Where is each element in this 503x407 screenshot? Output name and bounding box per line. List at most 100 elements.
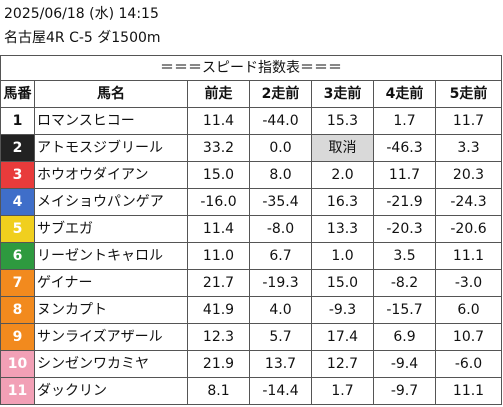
horse-name: ロマンスヒコー: [34, 107, 188, 135]
speed-index-cell: 取消: [311, 134, 374, 162]
speed-index-cell: 16.3: [311, 188, 374, 216]
speed-index-cell: 11.7: [435, 107, 502, 135]
horse-number-badge: 5: [0, 215, 35, 243]
speed-index-cell: 11.1: [435, 377, 502, 405]
speed-index-cell: 41.9: [187, 296, 250, 324]
speed-index-cell: -14.4: [249, 377, 312, 405]
horse-name: サブエガ: [34, 215, 188, 243]
speed-index-cell: 3.5: [373, 242, 436, 270]
horse-number-badge: 2: [0, 134, 35, 162]
speed-index-cell: -35.4: [249, 188, 312, 216]
horse-number-badge: 1: [0, 107, 35, 135]
horse-name: ダックリン: [34, 377, 188, 405]
speed-index-cell: 5.7: [249, 323, 312, 351]
speed-index-cell: 8.1: [187, 377, 250, 405]
horse-name: メイショウパンゲア: [34, 188, 188, 216]
speed-index-cell: 2.0: [311, 161, 374, 189]
speed-index-table: ＝＝＝スピード指数表＝＝＝ 馬番 馬名 前走 2走前 3走前 4走前 5走前 1…: [0, 55, 502, 405]
speed-index-cell: -8.0: [249, 215, 312, 243]
table-row: 11 ダックリン 8.1 -14.4 1.7 -9.7 11.1: [0, 377, 502, 405]
horse-name: アトモスジブリール: [34, 134, 188, 162]
speed-index-cell: -15.7: [373, 296, 436, 324]
table-row: 1 ロマンスヒコー 11.4 -44.0 15.3 1.7 11.7: [0, 107, 502, 135]
table-title: ＝＝＝スピード指数表＝＝＝: [0, 55, 502, 81]
table-row: 10 シンゼンワカミヤ 21.9 13.7 12.7 -9.4 -6.0: [0, 350, 502, 378]
speed-index-cell: 13.7: [249, 350, 312, 378]
horse-number-badge: 3: [0, 161, 35, 189]
horse-number-badge: 10: [0, 350, 35, 378]
speed-index-cell: 15.0: [311, 269, 374, 297]
speed-index-cell: 6.7: [249, 242, 312, 270]
speed-index-cell: -20.6: [435, 215, 502, 243]
speed-index-cell: 1.7: [311, 377, 374, 405]
column-header: 5走前: [435, 80, 502, 108]
speed-index-cell: -9.4: [373, 350, 436, 378]
horse-name: リーゼントキャロル: [34, 242, 188, 270]
speed-index-cell: -24.3: [435, 188, 502, 216]
speed-index-cell: 33.2: [187, 134, 250, 162]
speed-index-cell: -9.3: [311, 296, 374, 324]
table-row: 8 ヌンカプト 41.9 4.0 -9.3 -15.7 6.0: [0, 296, 502, 324]
speed-index-cell: 17.4: [311, 323, 374, 351]
race-datetime: 2025/06/18 (水) 14:15: [4, 6, 159, 22]
column-header: 2走前: [249, 80, 312, 108]
race-info: 名古屋4R C-5 ダ1500m: [4, 30, 161, 46]
horse-name: サンライズアザール: [34, 323, 188, 351]
table-row: 2 アトモスジブリール 33.2 0.0 取消 -46.3 3.3: [0, 134, 502, 162]
speed-index-cell: -6.0: [435, 350, 502, 378]
speed-index-cell: -19.3: [249, 269, 312, 297]
speed-index-cell: -3.0: [435, 269, 502, 297]
speed-index-cell: 1.7: [373, 107, 436, 135]
table-row: 3 ホウオウダイアン 15.0 8.0 2.0 11.7 20.3: [0, 161, 502, 189]
horse-name: ゲイナー: [34, 269, 188, 297]
speed-index-cell: 11.4: [187, 215, 250, 243]
speed-index-cell: 11.4: [187, 107, 250, 135]
speed-index-cell: -44.0: [249, 107, 312, 135]
speed-index-cell: 13.3: [311, 215, 374, 243]
horse-number-badge: 4: [0, 188, 35, 216]
table-row: 9 サンライズアザール 12.3 5.7 17.4 6.9 10.7: [0, 323, 502, 351]
speed-index-cell: 12.7: [311, 350, 374, 378]
table-row: 4 メイショウパンゲア -16.0 -35.4 16.3 -21.9 -24.3: [0, 188, 502, 216]
column-header: 3走前: [311, 80, 374, 108]
speed-index-cell: 4.0: [249, 296, 312, 324]
speed-index-cell: -16.0: [187, 188, 250, 216]
horse-number-badge: 6: [0, 242, 35, 270]
speed-index-cell: 15.0: [187, 161, 250, 189]
column-header: 馬名: [34, 80, 188, 108]
speed-index-cell: -9.7: [373, 377, 436, 405]
speed-index-cell: 1.0: [311, 242, 374, 270]
horse-name: シンゼンワカミヤ: [34, 350, 188, 378]
speed-index-cell: 11.0: [187, 242, 250, 270]
speed-index-cell: -8.2: [373, 269, 436, 297]
speed-index-cell: -21.9: [373, 188, 436, 216]
speed-index-cell: 6.0: [435, 296, 502, 324]
horse-number-badge: 11: [0, 377, 35, 405]
horse-name: ヌンカプト: [34, 296, 188, 324]
column-header: 前走: [187, 80, 250, 108]
speed-index-cell: 3.3: [435, 134, 502, 162]
column-header: 馬番: [0, 80, 35, 108]
table-header-row: 馬番 馬名 前走 2走前 3走前 4走前 5走前: [0, 80, 502, 108]
speed-index-cell: 10.7: [435, 323, 502, 351]
speed-index-cell: 8.0: [249, 161, 312, 189]
speed-index-cell: 15.3: [311, 107, 374, 135]
horse-number-badge: 7: [0, 269, 35, 297]
table-row: 5 サブエガ 11.4 -8.0 13.3 -20.3 -20.6: [0, 215, 502, 243]
table-row: 6 リーゼントキャロル 11.0 6.7 1.0 3.5 11.1: [0, 242, 502, 270]
speed-index-cell: 12.3: [187, 323, 250, 351]
table-row: 7 ゲイナー 21.7 -19.3 15.0 -8.2 -3.0: [0, 269, 502, 297]
speed-index-cell: 11.7: [373, 161, 436, 189]
speed-index-cell: -46.3: [373, 134, 436, 162]
speed-index-cell: 11.1: [435, 242, 502, 270]
speed-index-cell: 0.0: [249, 134, 312, 162]
horse-number-badge: 9: [0, 323, 35, 351]
speed-index-cell: 21.9: [187, 350, 250, 378]
speed-index-cell: -20.3: [373, 215, 436, 243]
speed-index-cell: 6.9: [373, 323, 436, 351]
horse-number-badge: 8: [0, 296, 35, 324]
column-header: 4走前: [373, 80, 436, 108]
speed-index-cell: 20.3: [435, 161, 502, 189]
horse-name: ホウオウダイアン: [34, 161, 188, 189]
speed-index-cell: 21.7: [187, 269, 250, 297]
